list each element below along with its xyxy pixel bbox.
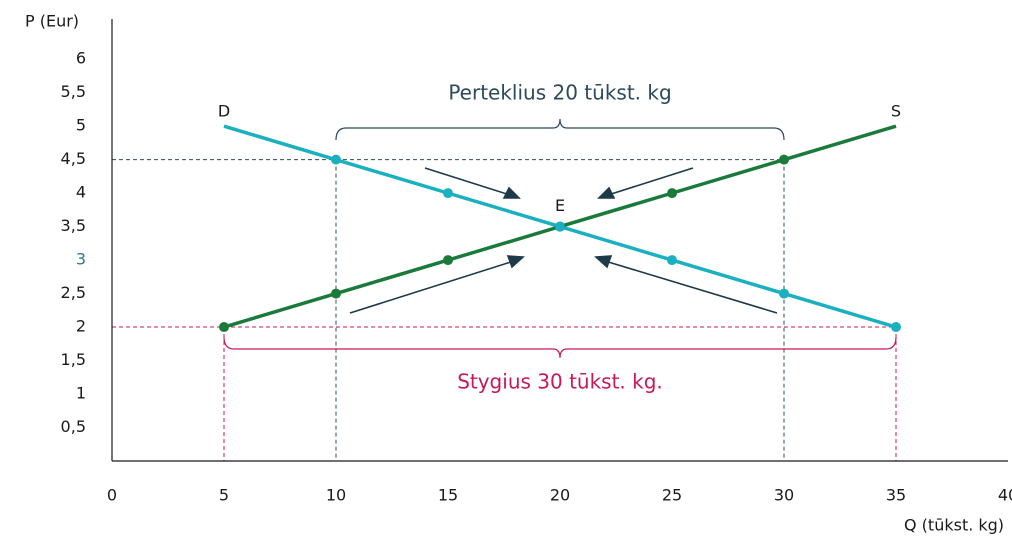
series-label: S bbox=[891, 102, 901, 121]
annotation: Stygius 30 tūkst. kg. bbox=[457, 370, 663, 394]
arrow bbox=[604, 260, 778, 314]
arrow-head bbox=[597, 186, 616, 199]
x-tick-label: 35 bbox=[886, 486, 906, 505]
x-tick-label: 10 bbox=[326, 486, 346, 505]
arrow-head bbox=[502, 186, 521, 199]
y-tick-label: 2,5 bbox=[61, 283, 86, 302]
equilibrium-label: E bbox=[555, 196, 565, 215]
annotation: Perteklius 20 tūkst. kg bbox=[448, 81, 671, 105]
data-point bbox=[331, 154, 341, 165]
y-tick-label: 1,5 bbox=[61, 350, 86, 369]
y-tick-label: 3 bbox=[76, 250, 86, 269]
y-tick-label: 5,5 bbox=[61, 82, 86, 101]
y-tick-label: 5 bbox=[76, 116, 86, 135]
x-tick-label: 0 bbox=[107, 486, 117, 505]
x-tick-label: 40 bbox=[998, 486, 1012, 505]
data-point bbox=[779, 154, 789, 165]
data-point bbox=[443, 188, 453, 199]
equilibrium-point bbox=[555, 221, 565, 232]
y-tick-label: 1 bbox=[76, 384, 86, 403]
arrow bbox=[607, 167, 694, 196]
x-tick-label: 20 bbox=[550, 486, 570, 505]
x-axis-label: Q (tūkst. kg) bbox=[904, 516, 1004, 535]
y-tick-label: 0,5 bbox=[61, 417, 86, 436]
y-tick-label: 6 bbox=[76, 49, 86, 68]
bracket bbox=[223, 336, 897, 359]
data-point bbox=[443, 255, 453, 266]
y-tick-label: 2 bbox=[76, 317, 86, 336]
series-label: D bbox=[218, 102, 230, 121]
data-point bbox=[779, 288, 789, 299]
x-tick-label: 25 bbox=[662, 486, 682, 505]
arrow-head bbox=[594, 255, 613, 269]
data-point bbox=[219, 322, 229, 333]
arrows bbox=[349, 167, 778, 314]
x-tick-label: 5 bbox=[219, 486, 229, 505]
data-point bbox=[667, 255, 677, 266]
data-point bbox=[667, 188, 677, 199]
y-tick-label: 4,5 bbox=[61, 149, 86, 168]
arrow bbox=[424, 167, 511, 196]
y-axis-label: P (Eur) bbox=[25, 12, 79, 31]
x-tick-label: 30 bbox=[774, 486, 794, 505]
arrow-head bbox=[506, 255, 525, 269]
arrow bbox=[349, 260, 515, 314]
data-point bbox=[331, 288, 341, 299]
y-tick-label: 4 bbox=[76, 183, 86, 202]
y-tick-label: 3,5 bbox=[61, 216, 86, 235]
bracket bbox=[335, 118, 785, 141]
data-point bbox=[891, 322, 901, 333]
x-tick-label: 15 bbox=[438, 486, 458, 505]
